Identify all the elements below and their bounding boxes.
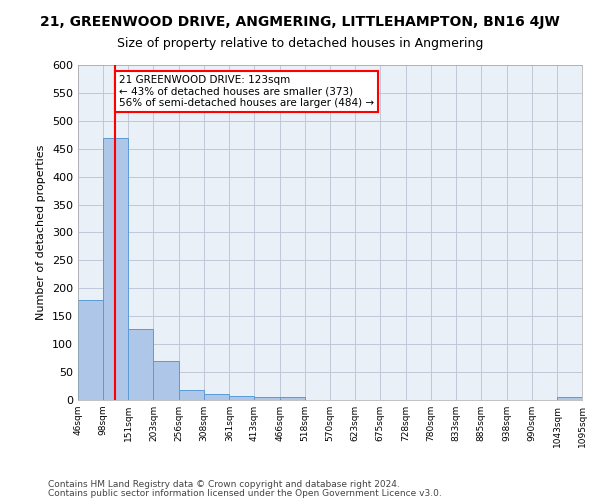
Bar [179,390,204,400]
Y-axis label: Number of detached properties: Number of detached properties [37,145,46,320]
Bar [154,362,179,400]
Text: Contains public sector information licensed under the Open Government Licence v3: Contains public sector information licen… [48,488,442,498]
Bar [280,397,305,400]
Text: Size of property relative to detached houses in Angmering: Size of property relative to detached ho… [117,38,483,51]
Bar [128,329,154,400]
Bar [557,397,582,400]
Bar [103,138,128,400]
Text: 21, GREENWOOD DRIVE, ANGMERING, LITTLEHAMPTON, BN16 4JW: 21, GREENWOOD DRIVE, ANGMERING, LITTLEHA… [40,15,560,29]
Bar [78,300,103,400]
Bar [254,397,280,400]
Text: 21 GREENWOOD DRIVE: 123sqm
← 43% of detached houses are smaller (373)
56% of sem: 21 GREENWOOD DRIVE: 123sqm ← 43% of deta… [119,75,374,108]
Text: Contains HM Land Registry data © Crown copyright and database right 2024.: Contains HM Land Registry data © Crown c… [48,480,400,489]
Bar [229,396,254,400]
Bar [204,394,229,400]
